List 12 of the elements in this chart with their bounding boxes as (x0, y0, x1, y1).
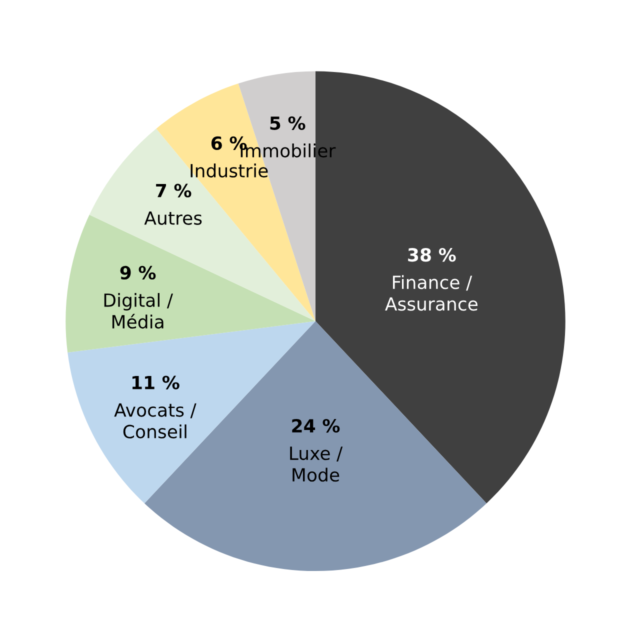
data-label: 9 % (120, 266, 156, 280)
slice-label: Luxe / Mode (290, 446, 343, 482)
data-label: 5 % (270, 116, 306, 130)
data-label: 7 % (156, 184, 192, 198)
data-label: 38 % (408, 248, 456, 262)
slice-label: Digital / Média (104, 293, 173, 329)
slice-label: Avocats / Conseil (114, 403, 196, 438)
data-label: 11 % (132, 376, 180, 390)
slice-label: Industrie (190, 164, 268, 178)
slice-label: Autres (144, 211, 202, 225)
data-label: 24 % (292, 418, 340, 433)
slice-label: Finance / Assurance (385, 275, 478, 311)
